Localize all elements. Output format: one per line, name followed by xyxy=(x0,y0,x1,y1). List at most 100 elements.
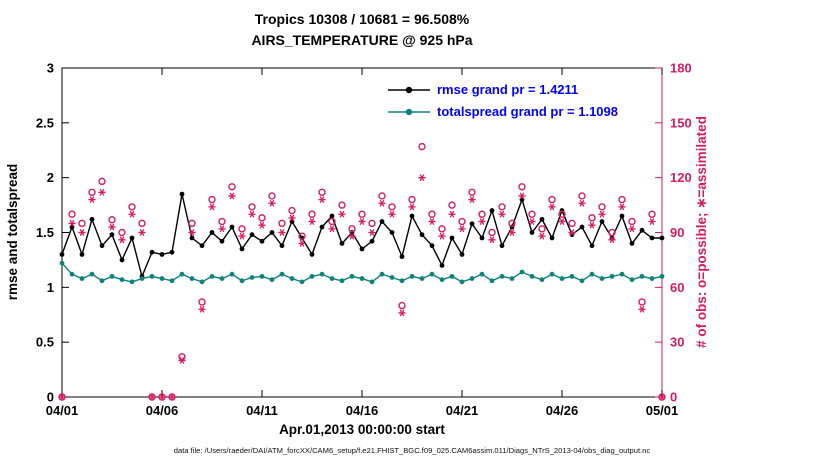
totalspread-marker xyxy=(289,276,295,281)
rmse-marker xyxy=(379,219,385,224)
possible-marker xyxy=(528,210,536,218)
chart-title-line2: AIRS_TEMPERATURE @ 925 hPa xyxy=(251,32,472,48)
possible-marker xyxy=(608,228,616,237)
rmse-marker xyxy=(629,241,635,246)
left-tick-label: 3 xyxy=(47,61,54,76)
totalspread-marker xyxy=(389,275,395,280)
rmse-marker xyxy=(329,213,335,219)
rmse-marker xyxy=(239,246,245,252)
legend-rmse-label: rmse grand pr = 1.4211 xyxy=(437,82,578,97)
totalspread-marker xyxy=(609,273,615,279)
assimilated-marker xyxy=(248,210,256,218)
right-tick-label: 90 xyxy=(670,225,684,240)
rmse-marker xyxy=(189,235,195,241)
assimilated-marker xyxy=(398,309,406,317)
assimilated-marker xyxy=(508,229,516,236)
totalspread-marker xyxy=(529,273,535,279)
possible-marker xyxy=(638,298,646,306)
totalspread-marker xyxy=(169,278,175,284)
possible-marker xyxy=(208,195,216,204)
assimilated-marker xyxy=(58,393,66,401)
totalspread-marker xyxy=(59,260,65,266)
assimilated-marker xyxy=(158,393,166,401)
totalspread-marker xyxy=(589,271,595,277)
totalspread-marker xyxy=(549,271,555,277)
rmse-marker xyxy=(459,252,465,257)
assimilated-marker xyxy=(78,229,86,236)
assimilated-marker xyxy=(308,218,316,225)
x-tick-label: 04/11 xyxy=(246,403,278,418)
possible-marker xyxy=(458,217,466,226)
totalspread-marker xyxy=(359,276,365,281)
assimilated-marker xyxy=(428,218,436,225)
left-tick-label: 0.5 xyxy=(36,335,54,350)
assimilated-marker xyxy=(458,225,466,233)
possible-marker xyxy=(548,195,556,204)
totalspread-marker xyxy=(269,277,275,283)
left-tick-label: 2 xyxy=(47,170,54,185)
rmse-marker xyxy=(639,227,645,233)
rmse-marker xyxy=(169,249,175,255)
possible-marker xyxy=(258,214,266,222)
rmse-marker xyxy=(319,224,325,230)
legend-totalspread-label: totalspread grand pr = 1.1098 xyxy=(437,104,618,119)
assimilated-marker xyxy=(88,196,96,204)
assimilated-marker xyxy=(478,218,486,225)
x-tick-label: 04/06 xyxy=(146,403,179,418)
assimilated-marker xyxy=(178,357,186,364)
assimilated-marker xyxy=(558,218,566,225)
rmse-marker xyxy=(219,238,225,244)
assimilated-marker xyxy=(538,232,546,240)
right-tick-label: 0 xyxy=(670,390,677,405)
possible-marker xyxy=(118,228,126,237)
possible-marker xyxy=(178,353,186,361)
possible-marker xyxy=(358,210,366,218)
possible-marker xyxy=(348,225,356,233)
assimilated-marker xyxy=(218,225,226,233)
assimilated-marker xyxy=(328,225,336,233)
rmse-marker xyxy=(429,243,435,249)
possible-marker xyxy=(268,192,276,200)
totalspread-marker xyxy=(229,271,235,277)
rmse-marker xyxy=(109,232,115,238)
assimilated-marker xyxy=(118,236,126,244)
possible-marker xyxy=(328,217,336,226)
assimilated-marker xyxy=(198,305,206,313)
possible-marker xyxy=(588,214,596,222)
rmse-marker xyxy=(539,216,545,222)
right-axis-label: # of obs: o=possible; ∗=assimilated xyxy=(694,116,709,348)
possible-marker xyxy=(478,210,486,218)
rmse-marker xyxy=(279,243,285,249)
rmse-marker xyxy=(259,238,265,244)
assimilated-marker xyxy=(488,236,496,244)
totalspread-marker xyxy=(139,276,145,281)
assimilated-marker xyxy=(188,229,196,236)
totalspread-marker xyxy=(459,279,465,285)
assimilated-marker xyxy=(338,210,346,218)
rmse-marker xyxy=(339,241,345,246)
rmse-marker xyxy=(439,263,445,268)
possible-marker xyxy=(408,195,416,204)
possible-marker xyxy=(378,192,386,200)
totalspread-marker xyxy=(69,271,75,277)
left-tick-label: 1.5 xyxy=(36,225,54,240)
possible-marker xyxy=(498,203,506,211)
rmse-marker xyxy=(59,252,65,257)
left-tick-label: 2.5 xyxy=(36,115,54,130)
totalspread-marker xyxy=(239,278,245,284)
totalspread-marker xyxy=(79,276,85,281)
assimilated-marker xyxy=(448,210,456,218)
possible-marker xyxy=(68,210,76,218)
assimilated-marker xyxy=(228,192,236,200)
rmse-marker xyxy=(409,213,415,219)
assimilated-marker xyxy=(438,232,446,240)
totalspread-marker xyxy=(509,276,515,281)
assimilated-marker xyxy=(138,229,146,236)
totalspread-marker xyxy=(189,276,195,281)
possible-marker xyxy=(388,203,396,211)
totalspread-marker xyxy=(469,276,475,281)
assimilated-marker xyxy=(288,214,296,222)
possible-marker xyxy=(618,195,626,204)
possible-marker xyxy=(368,219,376,228)
